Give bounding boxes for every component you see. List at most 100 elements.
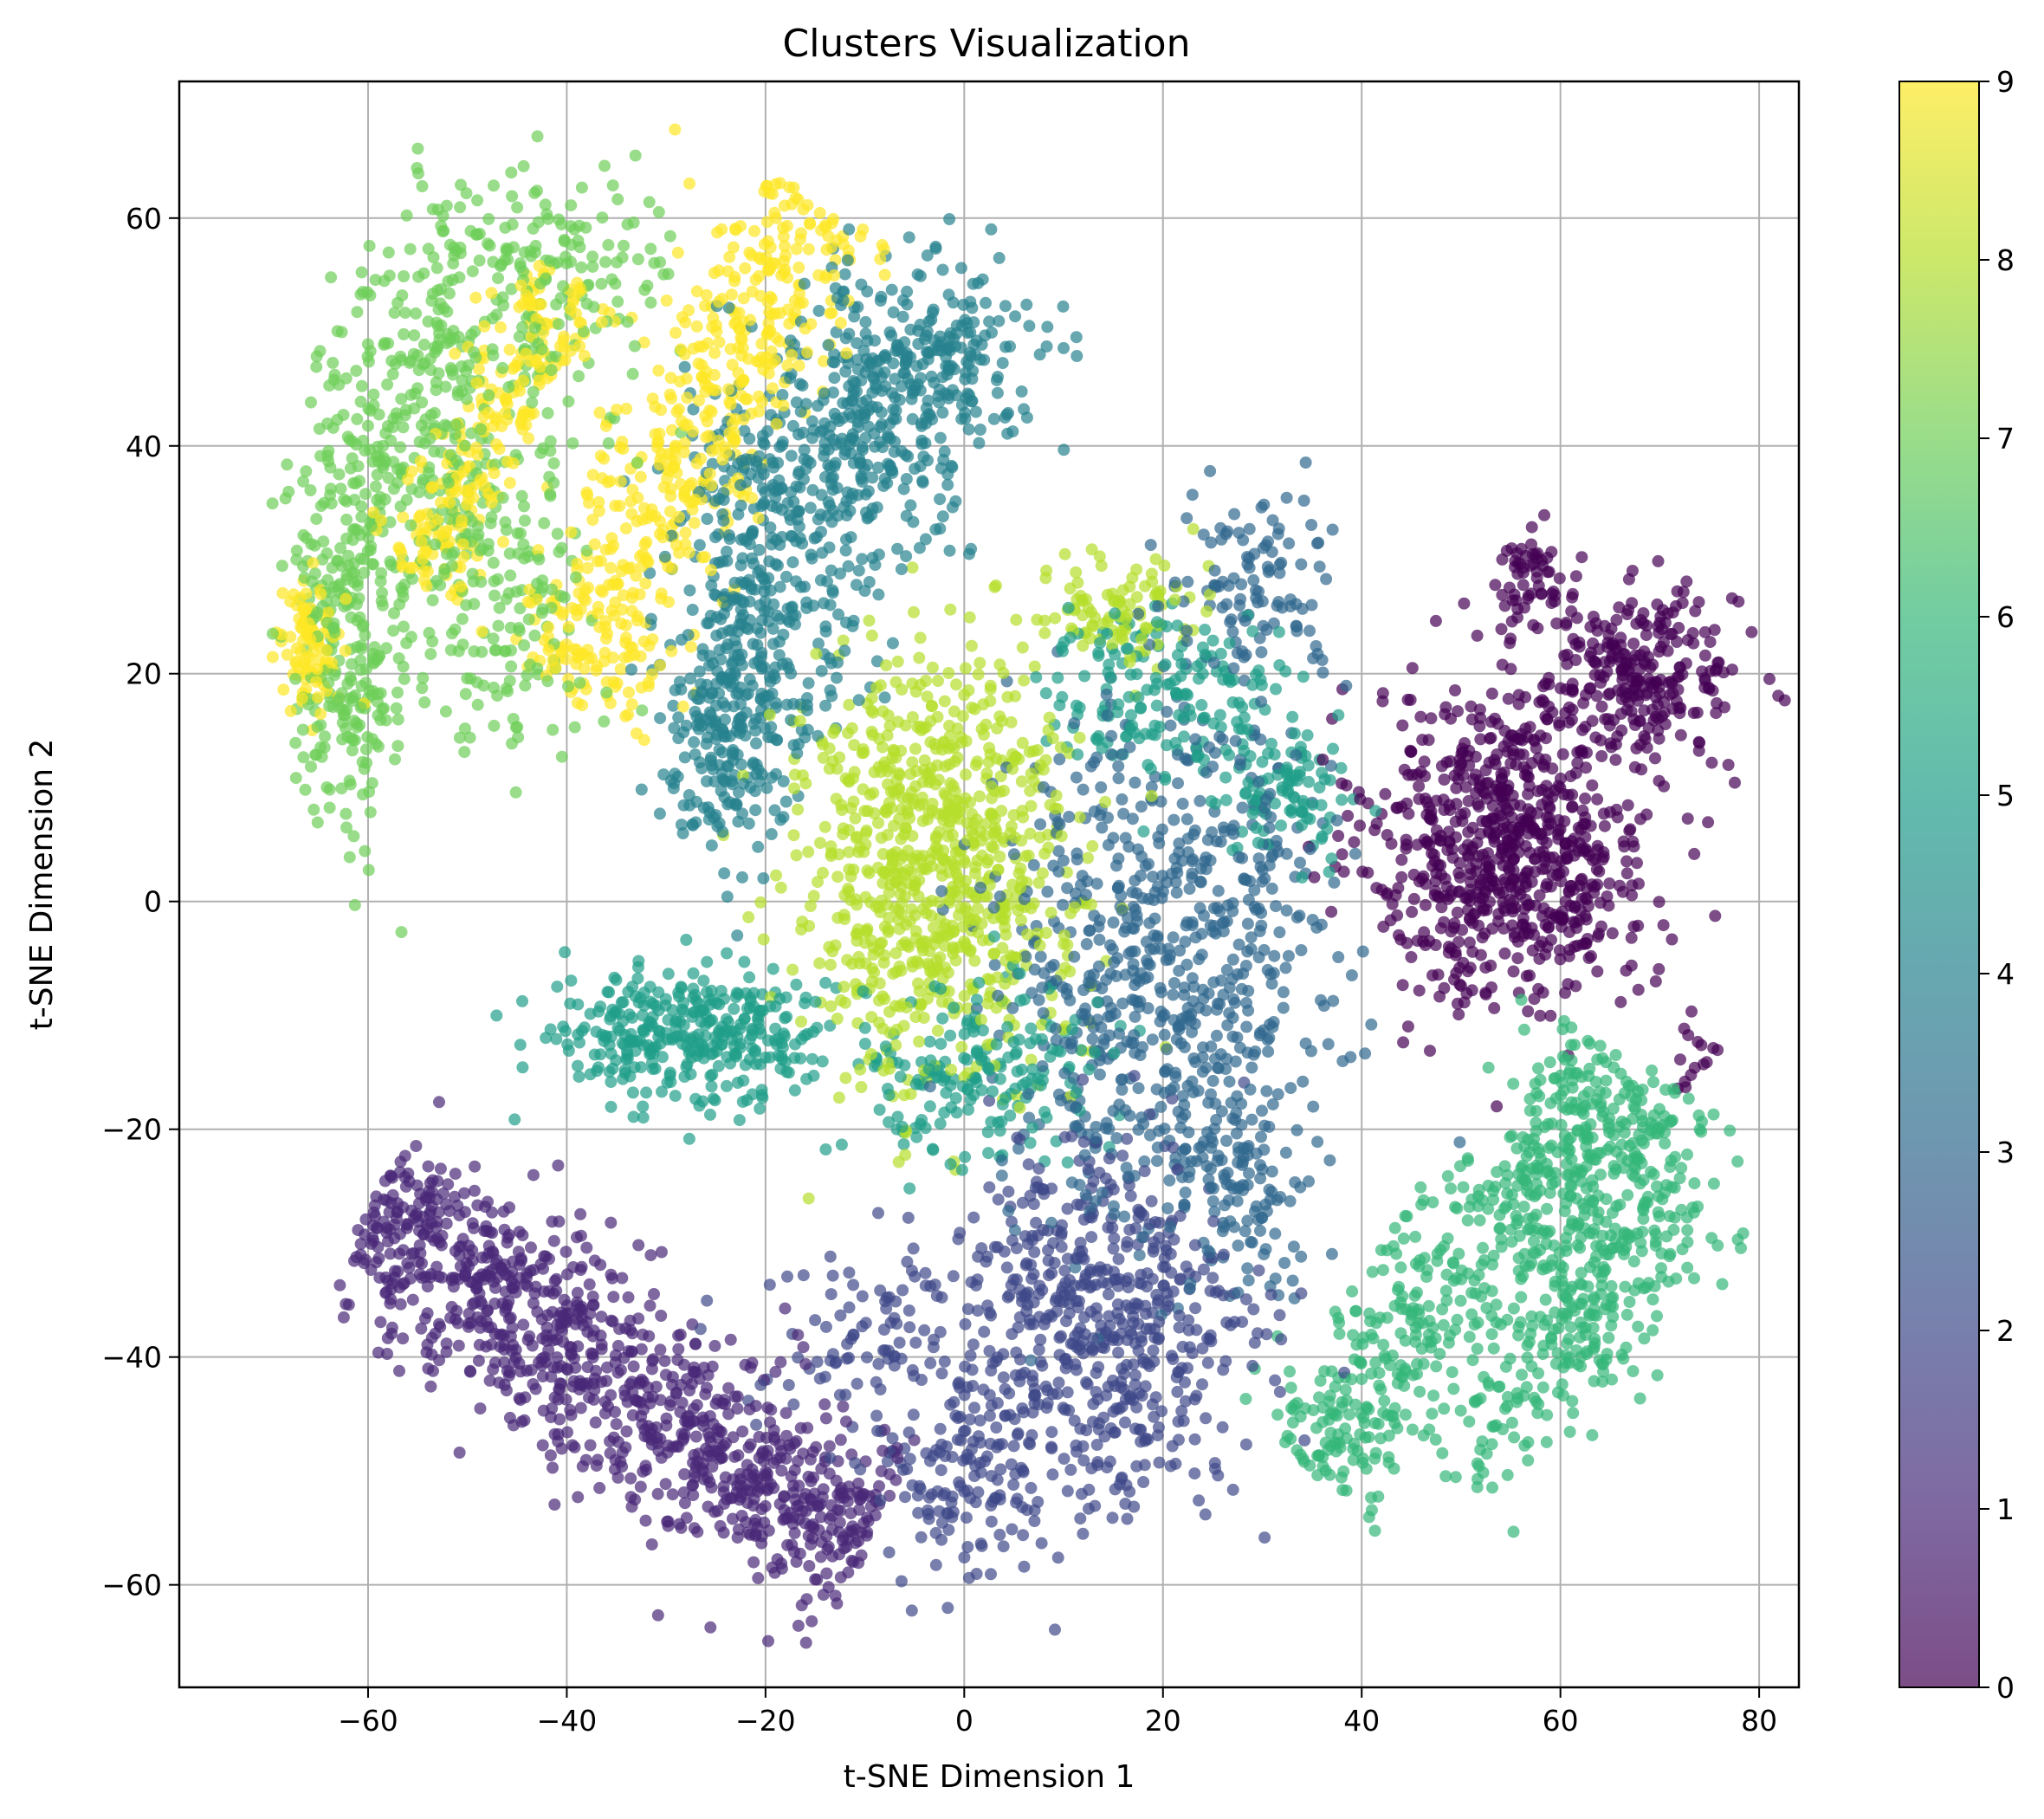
data-point-cluster-6 bbox=[1724, 1124, 1737, 1137]
data-point-cluster-2 bbox=[935, 1367, 948, 1380]
data-point-cluster-6 bbox=[1707, 1177, 1720, 1190]
data-point-cluster-8 bbox=[924, 965, 937, 978]
data-point-cluster-6 bbox=[1472, 1473, 1484, 1486]
data-point-cluster-5 bbox=[656, 1085, 668, 1098]
data-point-cluster-6 bbox=[1438, 1402, 1451, 1415]
data-point-cluster-3 bbox=[1093, 933, 1106, 946]
data-point-cluster-5 bbox=[640, 1086, 653, 1099]
data-point-cluster-5 bbox=[516, 994, 528, 1007]
data-point-cluster-8 bbox=[1070, 566, 1083, 579]
data-point-cluster-8 bbox=[931, 1024, 944, 1037]
data-point-cluster-2 bbox=[1003, 1387, 1016, 1400]
data-point-cluster-1 bbox=[568, 1440, 581, 1453]
data-point-cluster-7 bbox=[359, 488, 372, 501]
data-point-cluster-1 bbox=[482, 1195, 494, 1208]
data-point-cluster-5 bbox=[897, 1138, 910, 1150]
data-point-cluster-2 bbox=[1298, 1434, 1311, 1447]
data-point-cluster-3 bbox=[1214, 1048, 1227, 1061]
data-point-cluster-7 bbox=[466, 265, 479, 278]
data-point-cluster-3 bbox=[1268, 949, 1281, 962]
data-point-cluster-7 bbox=[611, 193, 624, 206]
data-point-cluster-9 bbox=[637, 734, 650, 747]
data-point-cluster-4 bbox=[790, 396, 803, 409]
data-point-cluster-8 bbox=[908, 605, 920, 618]
data-point-cluster-0 bbox=[1397, 1036, 1410, 1049]
data-point-cluster-1 bbox=[605, 1216, 618, 1229]
data-point-cluster-0 bbox=[1722, 759, 1735, 771]
data-point-cluster-2 bbox=[997, 1371, 1010, 1384]
data-point-cluster-7 bbox=[398, 620, 410, 633]
data-point-cluster-6 bbox=[1667, 1223, 1680, 1236]
data-point-cluster-0 bbox=[1451, 906, 1464, 919]
data-point-cluster-1 bbox=[574, 1264, 587, 1276]
data-point-cluster-5 bbox=[746, 1088, 759, 1101]
data-point-cluster-7 bbox=[426, 203, 439, 216]
data-point-cluster-3 bbox=[1255, 1130, 1267, 1143]
data-point-cluster-1 bbox=[593, 1481, 606, 1494]
data-point-cluster-4 bbox=[993, 251, 1006, 264]
data-point-cluster-3 bbox=[1190, 1155, 1203, 1168]
data-point-cluster-2 bbox=[1035, 1537, 1048, 1550]
data-point-cluster-6 bbox=[1339, 1383, 1352, 1396]
data-point-cluster-9 bbox=[522, 432, 535, 445]
data-point-cluster-7 bbox=[611, 295, 624, 308]
data-point-cluster-0 bbox=[1377, 920, 1390, 933]
data-point-cluster-5 bbox=[743, 971, 756, 984]
data-point-cluster-3 bbox=[1090, 1121, 1103, 1133]
data-point-cluster-9 bbox=[469, 291, 482, 304]
data-point-cluster-1 bbox=[689, 1430, 702, 1443]
data-point-cluster-6 bbox=[1731, 1155, 1744, 1168]
data-point-cluster-2 bbox=[1028, 1246, 1041, 1259]
data-point-cluster-9 bbox=[773, 335, 786, 348]
data-point-cluster-4 bbox=[902, 231, 915, 244]
data-point-cluster-2 bbox=[1247, 1303, 1260, 1316]
data-point-cluster-4 bbox=[872, 588, 885, 601]
data-point-cluster-8 bbox=[997, 666, 1010, 679]
data-point-cluster-2 bbox=[985, 1515, 998, 1528]
data-point-cluster-2 bbox=[1077, 1527, 1090, 1540]
data-point-cluster-3 bbox=[1096, 982, 1109, 995]
data-point-cluster-9 bbox=[692, 357, 705, 370]
data-point-cluster-4 bbox=[921, 346, 933, 359]
data-point-cluster-1 bbox=[342, 1298, 355, 1311]
data-point-cluster-8 bbox=[876, 990, 889, 1003]
data-point-cluster-4 bbox=[963, 547, 975, 560]
data-point-cluster-6 bbox=[1602, 1331, 1615, 1344]
data-point-cluster-6 bbox=[1517, 1201, 1530, 1214]
data-point-cluster-9 bbox=[725, 288, 738, 301]
data-point-cluster-4 bbox=[973, 437, 986, 450]
data-point-cluster-9 bbox=[683, 177, 695, 190]
data-point-cluster-3 bbox=[1245, 1113, 1258, 1126]
data-point-cluster-1 bbox=[678, 1497, 691, 1510]
data-point-cluster-4 bbox=[653, 807, 666, 820]
data-point-cluster-4 bbox=[748, 785, 761, 798]
data-point-cluster-5 bbox=[993, 1072, 1006, 1085]
data-point-cluster-3 bbox=[1084, 760, 1097, 773]
data-point-cluster-2 bbox=[1107, 1242, 1120, 1255]
data-point-cluster-6 bbox=[1565, 1039, 1577, 1052]
data-point-cluster-0 bbox=[1545, 546, 1558, 559]
data-point-cluster-7 bbox=[458, 746, 471, 759]
data-point-cluster-6 bbox=[1314, 1375, 1327, 1388]
data-point-cluster-3 bbox=[1172, 777, 1184, 790]
data-point-cluster-3 bbox=[1112, 760, 1125, 773]
data-point-cluster-2 bbox=[1190, 1389, 1203, 1402]
data-point-cluster-6 bbox=[1532, 1062, 1544, 1075]
data-point-cluster-1 bbox=[676, 1396, 689, 1409]
data-point-cluster-9 bbox=[727, 241, 740, 254]
data-point-cluster-6 bbox=[1651, 1369, 1664, 1382]
data-point-cluster-1 bbox=[337, 1311, 350, 1324]
data-point-cluster-3 bbox=[1180, 812, 1193, 825]
data-point-cluster-0 bbox=[1609, 754, 1622, 767]
data-point-cluster-7 bbox=[428, 445, 441, 458]
data-point-cluster-3 bbox=[1133, 1249, 1146, 1262]
data-point-cluster-1 bbox=[564, 1403, 577, 1416]
data-point-cluster-7 bbox=[426, 594, 439, 606]
data-point-cluster-2 bbox=[1121, 1512, 1134, 1525]
data-point-cluster-6 bbox=[1515, 994, 1528, 1007]
data-point-cluster-9 bbox=[542, 621, 555, 634]
data-point-cluster-2 bbox=[961, 1303, 974, 1316]
data-point-cluster-2 bbox=[985, 1309, 998, 1322]
data-point-cluster-6 bbox=[1482, 1061, 1495, 1074]
